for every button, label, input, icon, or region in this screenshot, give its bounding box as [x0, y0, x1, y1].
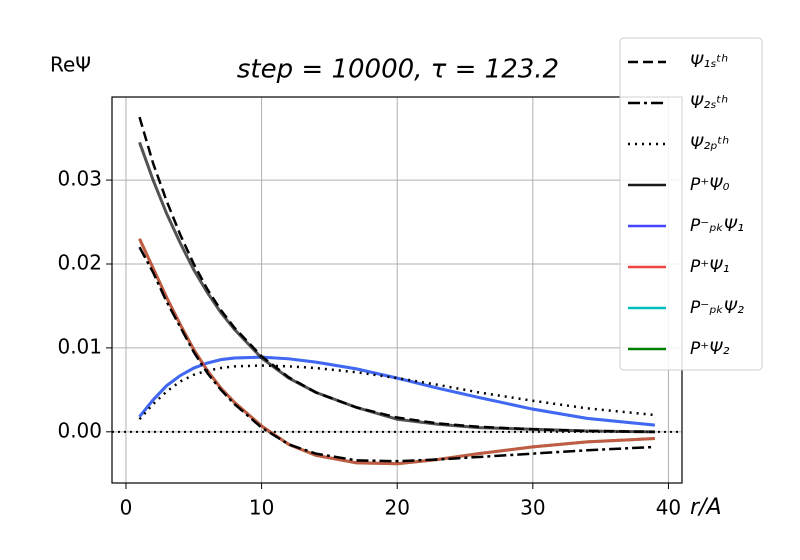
x-tick-label: 0: [120, 496, 133, 520]
legend-label: P⁺Ψ₂: [690, 339, 730, 359]
legend-label: Ψ₂ₛᵗʰ: [690, 93, 728, 113]
series-line: [138, 116, 655, 434]
y-annotation: ReΨ: [50, 53, 91, 77]
legend-label: P⁺Ψ₁: [690, 257, 729, 277]
legend-label: P⁻ₚₖΨ₂: [690, 298, 744, 318]
x-tick-label: 40: [656, 496, 681, 520]
series-line: [138, 355, 656, 427]
legend-label: Ψ₁ₛᵗʰ: [690, 52, 728, 72]
y-tick-label: 0.03: [57, 167, 102, 191]
legend-label: P⁺Ψ₀: [690, 175, 730, 195]
legend-box: [619, 37, 763, 371]
chart-title: step = 10000, τ = 123.2: [237, 55, 559, 85]
y-tick-label: 0.01: [57, 334, 102, 358]
y-tick-label: 0.02: [57, 250, 102, 274]
series-line: [138, 246, 655, 463]
x-tick-label: 10: [249, 496, 274, 520]
x-tick-label: 30: [520, 496, 545, 520]
y-tick-label: 0.00: [57, 418, 102, 442]
legend-label: Ψ₂ₚᵗʰ: [690, 134, 729, 154]
x-label: r/A: [690, 495, 722, 520]
x-tick-label: 20: [384, 496, 409, 520]
legend-label: P⁻ₚₖΨ₁: [690, 216, 744, 236]
legend: Ψ₁ₛᵗʰ Ψ₂ₛᵗʰ Ψ₂ₚᵗʰ P⁺Ψ₀ P⁻ₚₖΨ₁ P⁺Ψ₁ P⁻ₚₖΨ₂ P⁺Ψ₂: [619, 37, 763, 371]
